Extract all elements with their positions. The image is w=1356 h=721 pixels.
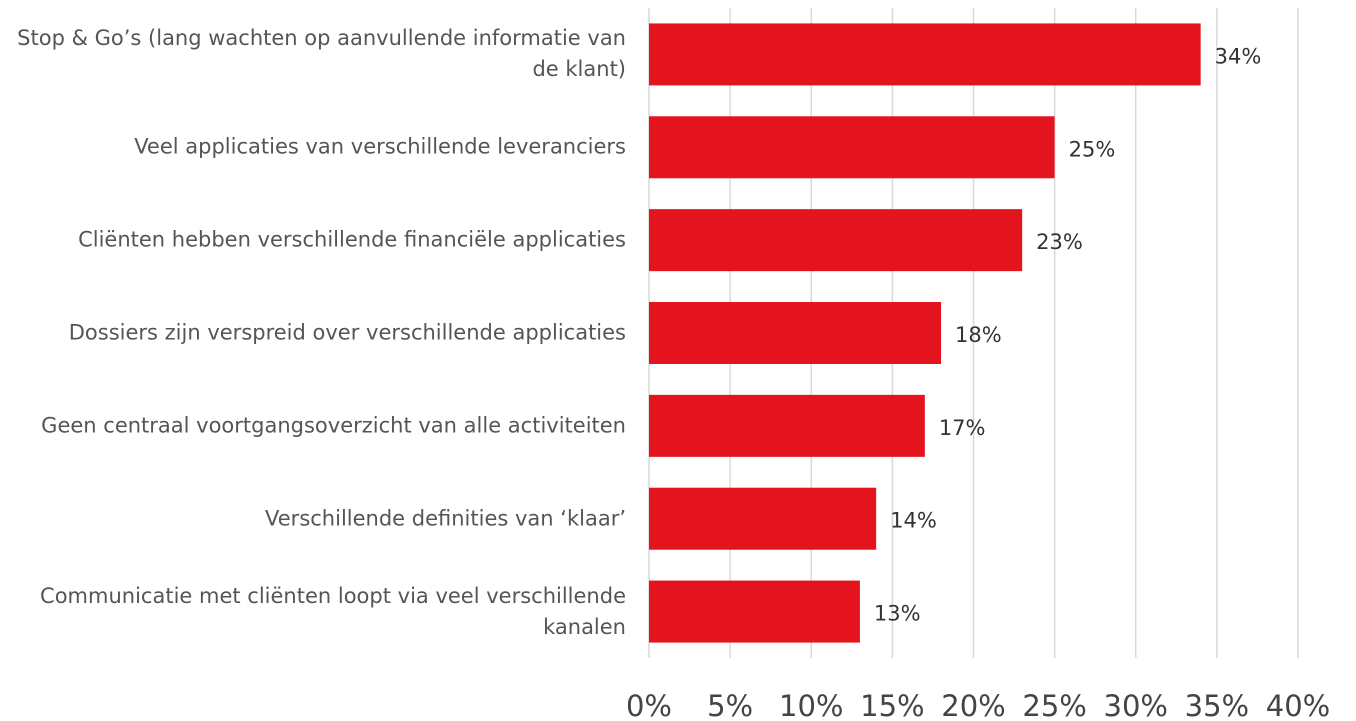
value-label: 23% <box>1036 230 1083 254</box>
x-tick-label: 35% <box>1185 689 1249 721</box>
bar <box>649 116 1055 179</box>
x-tick-label: 30% <box>1104 689 1168 721</box>
category-label: Veel applicaties van verschillende lever… <box>134 134 626 159</box>
x-tick-label: 20% <box>941 689 1005 721</box>
bar <box>649 487 877 550</box>
value-label: 14% <box>890 509 937 533</box>
bar <box>649 23 1201 86</box>
x-tick-label: 25% <box>1022 689 1086 721</box>
category-label: Geen centraal voortgangsoverzicht van al… <box>41 413 626 438</box>
value-label: 25% <box>1069 137 1116 161</box>
bar <box>649 394 925 457</box>
category-label: Cliënten hebben verschillende financiële… <box>78 227 626 252</box>
category-label: Verschillende definities van ‘klaar’ <box>265 506 626 531</box>
bar <box>649 302 942 364</box>
value-label: 17% <box>939 416 986 440</box>
bar <box>649 209 1023 272</box>
x-tick-label: 5% <box>707 689 753 721</box>
value-label: 13% <box>874 602 921 626</box>
x-tick-label: 15% <box>860 689 924 721</box>
category-label: Communicatie met cliënten loopt via veel… <box>40 583 626 639</box>
category-label: Stop & Go’s (lang wachten op aanvullende… <box>17 26 626 82</box>
value-label: 18% <box>955 323 1002 347</box>
category-label: Dossiers zijn verspreid over verschillen… <box>68 320 626 345</box>
x-tick-label: 40% <box>1266 689 1330 721</box>
x-tick-label: 10% <box>779 689 843 721</box>
value-label: 34% <box>1215 44 1262 68</box>
x-tick-label: 0% <box>626 689 672 721</box>
bar <box>649 580 860 643</box>
